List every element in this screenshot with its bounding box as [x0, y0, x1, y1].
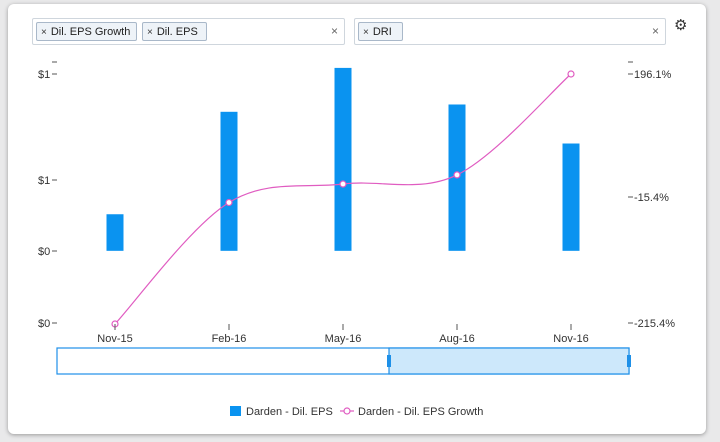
eps-bar[interactable] [106, 214, 124, 251]
legend-label: Darden - Dil. EPS Growth [358, 406, 483, 418]
clear-metrics-icon[interactable]: × [331, 24, 339, 38]
gear-icon[interactable]: ⚙ [674, 17, 688, 34]
right-tick-label: 196.1% [634, 69, 672, 81]
chip-remove-icon[interactable]: × [147, 27, 153, 38]
eps-bar[interactable] [562, 143, 580, 251]
growth-point[interactable] [225, 198, 233, 207]
eps-bar[interactable] [220, 111, 238, 251]
left-tick-label: $1 [38, 69, 50, 81]
x-tick-label: May-16 [325, 333, 362, 345]
right-axis: 196.1% -15.4% -215.4% [628, 61, 675, 330]
legend-item-eps-growth[interactable]: Darden - Dil. EPS Growth [340, 406, 483, 418]
metric-chip-eps-growth[interactable]: × Dil. EPS Growth [36, 22, 137, 41]
x-tick-label: Feb-16 [212, 333, 247, 345]
navigator-left-handle[interactable] [387, 355, 391, 367]
navigator-selection[interactable] [388, 347, 630, 375]
chip-remove-icon[interactable]: × [363, 27, 369, 38]
chip-remove-icon[interactable]: × [41, 27, 47, 38]
left-axis: $1 $1 $0 $0 [38, 61, 57, 330]
growth-point[interactable] [567, 70, 575, 78]
x-axis: Nov-15 Feb-16 May-16 Aug-16 Nov-16 [97, 324, 589, 345]
chip-label: Dil. EPS Growth [50, 26, 131, 38]
ticker-chip-dri[interactable]: × DRI [358, 22, 403, 41]
legend: Darden - Dil. EPS Darden - Dil. EPS Growt… [230, 406, 483, 418]
growth-point[interactable] [339, 180, 347, 188]
chip-label: Dil. EPS [156, 26, 198, 38]
legend-bar-swatch [230, 406, 241, 416]
legend-point-swatch [343, 407, 351, 415]
legend-item-eps[interactable]: Darden - Dil. EPS [230, 406, 333, 418]
eps-bar[interactable] [334, 67, 352, 251]
clear-tickers-icon[interactable]: × [652, 24, 660, 38]
legend-label: Darden - Dil. EPS [246, 406, 333, 418]
metric-chip-eps[interactable]: × Dil. EPS [142, 22, 207, 41]
bar-series [106, 67, 580, 251]
chip-label: DRI [372, 26, 392, 38]
ticker-filter-input[interactable]: × DRI × [354, 18, 666, 45]
navigator-right-handle[interactable] [627, 355, 631, 367]
right-tick-label: -15.4% [634, 192, 669, 204]
navigator[interactable] [56, 347, 631, 375]
x-tick-label: Nov-16 [553, 333, 588, 345]
left-tick-label: $0 [38, 246, 50, 258]
growth-point[interactable] [453, 171, 461, 179]
left-tick-label: $0 [38, 318, 50, 330]
x-tick-label: Nov-15 [97, 333, 132, 345]
metric-filter-input[interactable]: × Dil. EPS Growth × Dil. EPS × [32, 18, 345, 45]
x-tick-label: Aug-16 [439, 333, 474, 345]
chart-card: × Dil. EPS Growth × Dil. EPS × × DRI × ⚙ $1… [8, 4, 706, 434]
left-tick-label: $1 [38, 175, 50, 187]
right-tick-label: -215.4% [634, 318, 675, 330]
combo-chart: $1 $1 $0 $0 196.1% -15.4% -215.4% Nov-15 Feb-1… [38, 61, 675, 418]
